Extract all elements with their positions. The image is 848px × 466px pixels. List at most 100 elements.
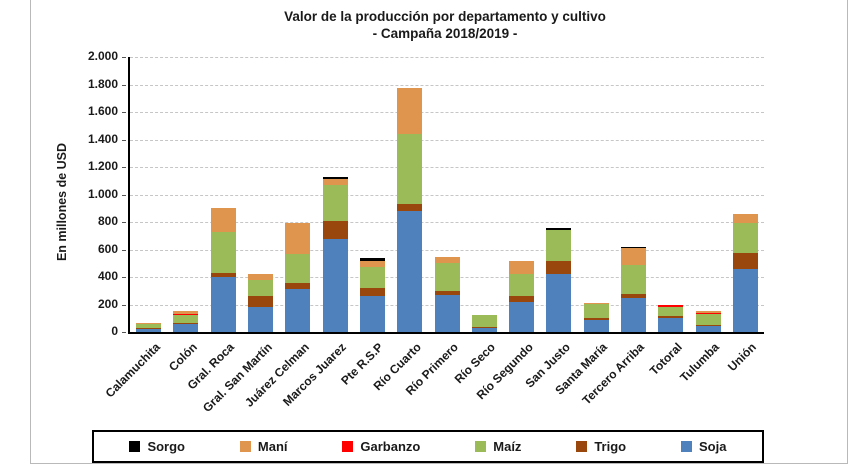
chart-title: Valor de la producción por departamento … [128, 8, 762, 42]
bar-segment-ma-z [285, 254, 311, 284]
legend-item-ma-z: Maíz [475, 439, 521, 454]
bar-segment-trigo [359, 288, 385, 297]
bar-segment-trigo [620, 293, 646, 298]
bar-segment-man- [695, 311, 721, 314]
bar-segment-soja [471, 327, 497, 332]
bar-segment-man- [136, 323, 162, 324]
bar-segment-man- [620, 248, 646, 266]
bar-segment-trigo [285, 283, 311, 290]
bar-segment-man- [173, 311, 199, 315]
bar-segment-man- [509, 261, 535, 274]
bar-segment-ma-z [620, 265, 646, 294]
plot-area [128, 57, 764, 334]
bar-segment-soja [173, 323, 199, 332]
bar-segment-ma-z [359, 266, 385, 288]
bar-segment-soja [359, 296, 385, 332]
bar-segment-soja [620, 297, 646, 332]
y-tick-mark [122, 332, 126, 333]
y-tick-label: 1.600 [87, 104, 118, 118]
bar-segment-sorgo [546, 228, 572, 231]
legend-label: Maní [257, 439, 288, 454]
y-tick-mark [122, 139, 126, 141]
grid-line [130, 249, 764, 251]
y-tick-label: 200 [97, 296, 118, 311]
y-tick-mark [122, 194, 126, 196]
legend: Sorgo Maní Garbanzo Maíz Trigo Soja [92, 430, 764, 463]
bar-segment-ma-z [248, 280, 274, 297]
legend-item-man-: Maní [239, 439, 288, 454]
y-tick-mark [122, 304, 126, 306]
bar-segment-ma-z [397, 134, 423, 205]
bar-segment-soja [322, 239, 348, 332]
bar-segment-trigo [583, 318, 609, 320]
bar-segment-trigo [322, 221, 348, 240]
chart-title-line2: - Campaña 2018/2019 - [372, 26, 518, 41]
bar-segment-ma-z [695, 314, 721, 326]
bar-segment-trigo [509, 296, 535, 303]
bar-segment-ma-z [732, 223, 758, 253]
bar-segment-trigo [136, 327, 162, 329]
legend-swatch-icon [239, 441, 251, 452]
bar-segment-ma-z [546, 230, 572, 262]
grid-line [130, 57, 764, 58]
bar-segment-ma-z [322, 184, 348, 222]
bar-segment-soja [210, 277, 236, 332]
bar-segment-soja [695, 325, 721, 332]
bar-segment-ma-z [658, 306, 684, 317]
y-tick-label: 1.000 [87, 186, 118, 201]
bar-segment-sorgo [620, 246, 646, 249]
bar-segment-trigo [732, 252, 758, 270]
chart-title-line1: Valor de la producción por departamento … [284, 9, 606, 24]
bar-segment-soja [509, 302, 535, 332]
legend-swatch-icon [681, 441, 692, 452]
y-tick-mark [122, 222, 126, 223]
y-tick-label: 400 [97, 269, 118, 283]
bar-segment-man- [359, 260, 385, 267]
bar-segment-man- [732, 214, 758, 224]
bar-segment-garbanzo [173, 314, 199, 315]
legend-label: Maíz [493, 439, 522, 454]
bar-segment-soja [583, 319, 609, 332]
bar-segment-trigo [397, 204, 423, 211]
legend-label: Sorgo [147, 439, 185, 454]
legend-label: Soja [699, 439, 727, 454]
legend-label: Garbanzo [360, 439, 421, 454]
bar-segment-trigo [210, 272, 236, 277]
bar-segment-trigo [173, 323, 199, 324]
legend-swatch-icon [129, 441, 141, 452]
bar-segment-soja [248, 306, 274, 332]
bar-segment-soja [136, 328, 162, 332]
grid-line [130, 222, 764, 223]
bar-segment-ma-z [434, 262, 460, 291]
y-tick-mark [122, 57, 126, 58]
y-tick-label: 2.000 [87, 49, 118, 63]
legend-swatch-icon [576, 441, 588, 452]
y-tick-label: 0 [111, 324, 118, 338]
y-tick-mark [122, 84, 126, 86]
bar-segment-man- [397, 87, 423, 134]
bar-segment-man- [583, 303, 609, 304]
y-tick-label: 1.400 [87, 131, 118, 146]
grid-line [130, 194, 764, 196]
legend-item-sorgo: Sorgo [129, 439, 185, 454]
bar-segment-man- [210, 207, 236, 232]
x-axis-line [128, 332, 764, 334]
bar-segment-ma-z [509, 273, 535, 297]
bar-segment-soja [397, 211, 423, 332]
y-tick-mark [122, 112, 126, 113]
grid-line [130, 112, 764, 113]
bar-segment-trigo [248, 296, 274, 307]
bar-segment-soja [732, 269, 758, 332]
bar-segment-ma-z [583, 303, 609, 319]
bar-segment-trigo [434, 290, 460, 295]
bar-segment-man- [322, 179, 348, 185]
bar-segment-soja [658, 318, 684, 332]
bar-segment-garbanzo [695, 313, 721, 315]
y-tick-mark [122, 249, 126, 251]
y-tick-label: 600 [97, 241, 118, 256]
grid-line [130, 139, 764, 141]
y-tick-label: 800 [97, 214, 118, 228]
bar-segment-trigo [546, 261, 572, 274]
bar-segment-soja [285, 289, 311, 332]
bar-segment-sorgo [359, 258, 385, 261]
